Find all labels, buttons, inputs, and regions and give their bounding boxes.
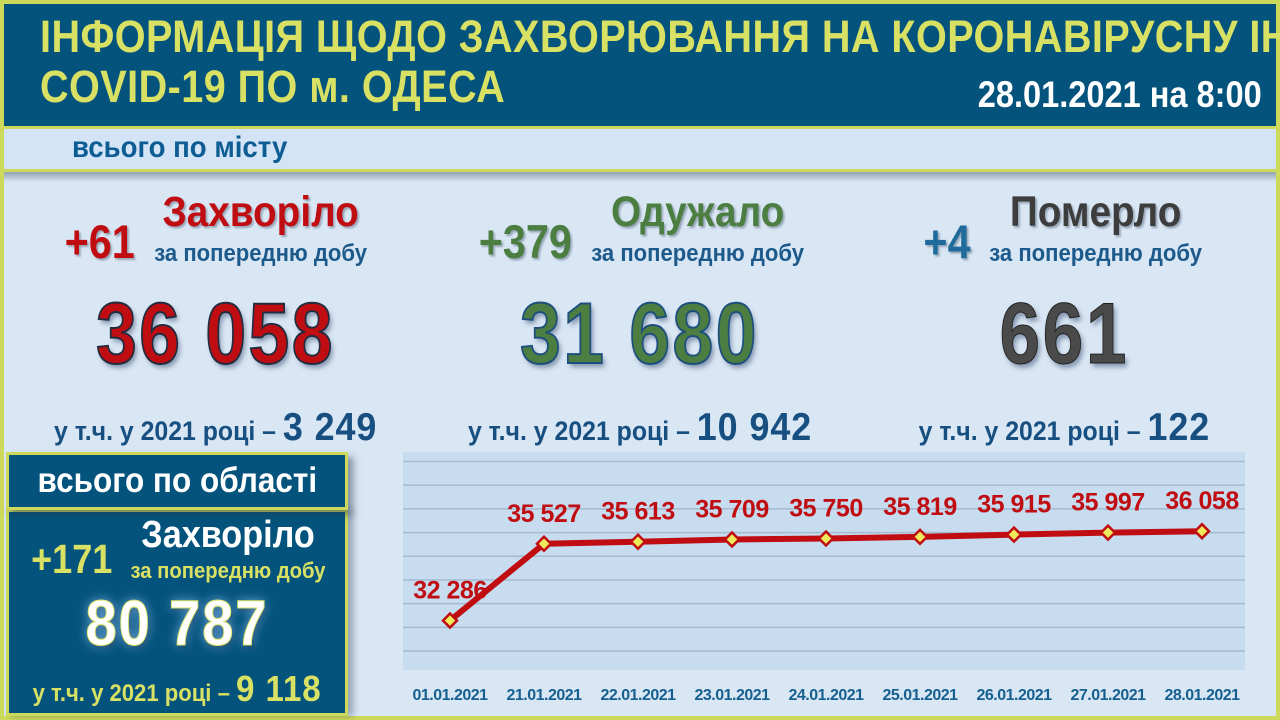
stat-recovered-total: 31 680 bbox=[520, 285, 760, 383]
stat-died-delta: +4 bbox=[922, 215, 971, 268]
stat-sick-title: Захворіло bbox=[162, 188, 360, 236]
band-shadow bbox=[4, 172, 1276, 182]
svg-text:26.01.2021: 26.01.2021 bbox=[976, 687, 1052, 704]
city-section-label: всього по місту bbox=[72, 131, 288, 164]
region-year-value: 9 118 bbox=[235, 668, 322, 709]
page-title: ІНФОРМАЦІЯ ЩОДО ЗАХВОРЮВАННЯ НА КОРОНАВІ… bbox=[40, 11, 1280, 113]
svg-text:35 997: 35 997 bbox=[1071, 489, 1144, 517]
region-year-label: у т.ч. у 2021 році – bbox=[32, 680, 236, 707]
region-stats-box: всього по області +171 Захворіло за попе… bbox=[6, 452, 348, 716]
stat-recovered-subtitle: за попередню добу bbox=[591, 240, 805, 267]
region-stat-title: Захворіло bbox=[141, 514, 315, 556]
svg-text:01.01.2021: 01.01.2021 bbox=[412, 687, 488, 704]
region-stat-total: 80 787 bbox=[85, 587, 269, 660]
stat-died-year-value: 122 bbox=[1147, 406, 1210, 449]
stat-sick-year-label: у т.ч. у 2021 році – bbox=[54, 416, 284, 446]
trend-chart: 32 286 35 527 35 613 35 709 35 750 35 819 35 9… bbox=[403, 452, 1245, 714]
region-section-label: всього по області bbox=[37, 461, 317, 500]
svg-text:35 819: 35 819 bbox=[883, 493, 956, 521]
stat-card-sick: +61 Захворіло за попередню добу 36 058 у… bbox=[4, 188, 428, 450]
svg-text:35 613: 35 613 bbox=[601, 498, 674, 526]
svg-text:36 058: 36 058 bbox=[1165, 487, 1239, 515]
stat-recovered-delta: +379 bbox=[479, 215, 573, 268]
city-section-band: всього по місту bbox=[4, 126, 1276, 172]
stat-sick-header: +61 Захворіло за попередню добу bbox=[55, 188, 376, 269]
region-stat-header: +171 Захворіло за попередню добу bbox=[20, 514, 334, 584]
stat-recovered-header: +379 Одужало за попередню добу bbox=[466, 188, 813, 269]
region-stat-delta: +171 bbox=[30, 536, 113, 582]
svg-text:35 915: 35 915 bbox=[977, 491, 1051, 519]
svg-text:35 750: 35 750 bbox=[789, 494, 862, 522]
header: ІНФОРМАЦІЯ ЩОДО ЗАХВОРЮВАННЯ НА КОРОНАВІ… bbox=[4, 4, 1280, 126]
stat-died-header: +4 Померло за попередню добу bbox=[917, 188, 1212, 269]
stat-recovered-year-line: у т.ч. у 2021 році – 10 942 bbox=[468, 406, 812, 450]
report-datetime: 28.01.2021 на 8:00 bbox=[977, 74, 1262, 115]
region-year-line: у т.ч. у 2021 році – 9 118 bbox=[32, 668, 321, 710]
stat-died-subtitle: за попередню добу bbox=[989, 240, 1203, 267]
stat-died-title: Померло bbox=[1010, 188, 1182, 236]
stat-sick-year-line: у т.ч. у 2021 році – 3 249 bbox=[54, 406, 377, 450]
page-title-line1: ІНФОРМАЦІЯ ЩОДО ЗАХВОРЮВАННЯ НА КОРОНАВІ… bbox=[40, 11, 1280, 62]
svg-text:24.01.2021: 24.01.2021 bbox=[788, 687, 864, 704]
stat-recovered-year-label: у т.ч. у 2021 році – bbox=[467, 416, 697, 446]
svg-text:35 709: 35 709 bbox=[695, 495, 768, 523]
page-title-line2: COVID-19 ПО м. ОДЕСА bbox=[40, 61, 506, 113]
trend-chart-svg: 32 286 35 527 35 613 35 709 35 750 35 819 35 9… bbox=[403, 452, 1245, 704]
svg-text:32 286: 32 286 bbox=[413, 577, 486, 605]
city-stats-row: +61 Захворіло за попередню добу 36 058 у… bbox=[4, 188, 1276, 450]
svg-text:35 527: 35 527 bbox=[507, 500, 580, 528]
region-stat-card: +171 Захворіло за попередню добу 80 787 … bbox=[6, 510, 348, 716]
main-area: +61 Захворіло за попередню добу 36 058 у… bbox=[4, 172, 1276, 716]
svg-text:25.01.2021: 25.01.2021 bbox=[882, 687, 958, 704]
region-stat-subtitle: за попередню добу bbox=[130, 558, 326, 583]
stat-card-recovered: +379 Одужало за попередню добу 31 680 у … bbox=[428, 188, 852, 450]
stat-recovered-year-value: 10 942 bbox=[696, 406, 813, 449]
stat-card-died: +4 Померло за попередню добу 661 у т.ч. … bbox=[852, 188, 1276, 450]
svg-text:22.01.2021: 22.01.2021 bbox=[600, 687, 676, 704]
region-section-band: всього по області bbox=[6, 452, 348, 510]
stat-died-total: 661 bbox=[999, 286, 1129, 383]
stat-sick-subtitle: за попередню добу bbox=[154, 240, 368, 267]
stat-sick-delta: +61 bbox=[65, 215, 136, 268]
svg-text:27.01.2021: 27.01.2021 bbox=[1070, 687, 1146, 704]
stat-sick-total: 36 058 bbox=[96, 285, 336, 383]
stat-sick-year-value: 3 249 bbox=[283, 406, 378, 449]
svg-text:23.01.2021: 23.01.2021 bbox=[694, 687, 770, 704]
svg-text:28.01.2021: 28.01.2021 bbox=[1164, 687, 1240, 704]
stat-recovered-title: Одужало bbox=[611, 188, 785, 236]
svg-text:21.01.2021: 21.01.2021 bbox=[506, 687, 582, 704]
stat-died-year-label: у т.ч. у 2021 році – bbox=[918, 416, 1148, 446]
stat-died-year-line: у т.ч. у 2021 році – 122 bbox=[918, 406, 1209, 450]
